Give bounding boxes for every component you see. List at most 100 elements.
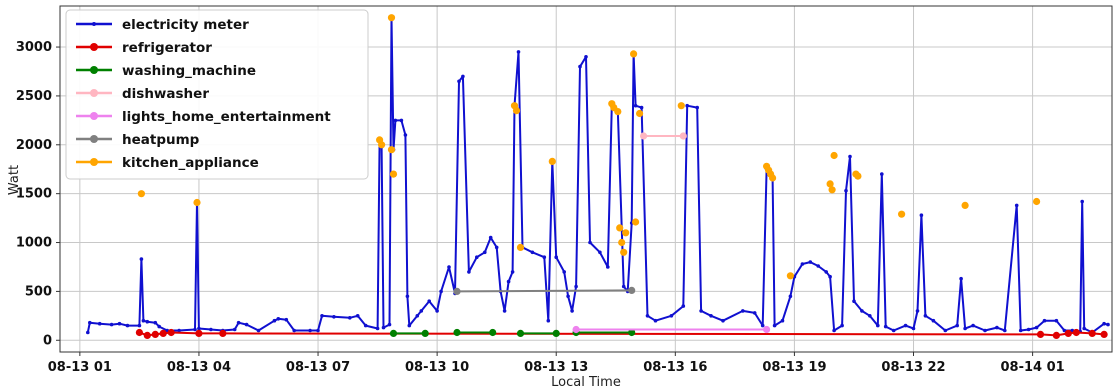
legend-label: electricity meter bbox=[122, 17, 249, 33]
legend-label: dishwasher bbox=[122, 86, 209, 102]
data-point bbox=[832, 328, 836, 333]
series-line bbox=[456, 289, 632, 293]
data-point bbox=[489, 328, 497, 337]
data-point bbox=[620, 248, 628, 256]
data-point bbox=[763, 325, 771, 334]
data-point bbox=[640, 132, 648, 140]
data-point bbox=[387, 322, 392, 327]
data-point bbox=[1033, 197, 1041, 206]
data-point bbox=[1064, 329, 1072, 337]
x-axis-title: Local Time bbox=[551, 375, 621, 390]
data-point bbox=[699, 309, 703, 313]
series-lights-home-entertainment bbox=[572, 325, 771, 334]
legend-swatch-marker bbox=[92, 22, 96, 26]
legend-label: refrigerator bbox=[122, 40, 212, 56]
legend-label: washing_machine bbox=[122, 63, 256, 79]
data-point bbox=[824, 270, 828, 274]
legend-swatch-marker bbox=[90, 66, 98, 74]
data-point bbox=[427, 299, 432, 304]
data-point bbox=[145, 319, 150, 324]
data-point bbox=[320, 314, 324, 318]
series-kitchen-appliance bbox=[137, 14, 1041, 280]
data-point bbox=[695, 105, 699, 110]
data-point bbox=[622, 229, 630, 237]
data-point bbox=[570, 309, 574, 313]
data-point bbox=[639, 105, 644, 110]
data-point bbox=[632, 218, 640, 226]
data-point bbox=[159, 329, 167, 337]
data-point bbox=[405, 294, 410, 299]
data-point bbox=[135, 328, 143, 337]
data-point bbox=[963, 326, 967, 331]
data-point bbox=[995, 325, 999, 330]
data-point bbox=[1080, 199, 1084, 204]
data-point bbox=[510, 270, 515, 274]
data-point bbox=[876, 323, 880, 328]
series-heatpump bbox=[453, 286, 636, 295]
legend-swatch-marker bbox=[90, 158, 98, 166]
data-point bbox=[375, 326, 380, 331]
data-point bbox=[1026, 327, 1031, 332]
data-point bbox=[961, 201, 969, 209]
data-point bbox=[232, 327, 237, 332]
data-point bbox=[389, 170, 398, 178]
data-point bbox=[1018, 328, 1023, 333]
data-point bbox=[844, 188, 848, 193]
data-point bbox=[685, 103, 689, 108]
data-point bbox=[677, 102, 685, 110]
legend-entry: lights_home_entertainment bbox=[76, 109, 331, 125]
data-point bbox=[141, 318, 146, 323]
data-point bbox=[598, 250, 602, 255]
data-point bbox=[139, 257, 144, 261]
data-point bbox=[554, 255, 558, 259]
series-refrigerator bbox=[135, 328, 1108, 339]
x-tick-label: 08-13 07 bbox=[286, 360, 350, 375]
data-point bbox=[852, 299, 856, 304]
data-point bbox=[808, 260, 813, 264]
data-point bbox=[828, 186, 836, 194]
data-point bbox=[578, 64, 582, 69]
data-point bbox=[923, 314, 928, 318]
data-point bbox=[475, 255, 479, 259]
data-point bbox=[983, 328, 987, 333]
y-axis-title: Watt bbox=[7, 165, 22, 195]
data-point bbox=[828, 274, 832, 279]
data-point bbox=[628, 328, 636, 337]
data-point bbox=[193, 198, 201, 207]
data-point bbox=[197, 326, 201, 331]
legend-swatch-marker bbox=[90, 43, 98, 51]
data-point bbox=[389, 329, 398, 337]
data-point bbox=[636, 109, 644, 118]
data-point bbox=[284, 317, 289, 322]
data-point bbox=[891, 328, 896, 333]
data-point bbox=[453, 287, 461, 295]
x-tick-label: 08-13 16 bbox=[643, 360, 707, 375]
data-point bbox=[915, 309, 920, 313]
data-point bbox=[830, 151, 838, 160]
data-point bbox=[898, 210, 906, 218]
data-point bbox=[137, 323, 142, 328]
data-point bbox=[308, 328, 312, 333]
data-point bbox=[244, 322, 249, 327]
data-point bbox=[447, 265, 451, 269]
data-point bbox=[911, 326, 916, 331]
data-point bbox=[955, 323, 959, 328]
data-point bbox=[195, 329, 203, 337]
data-point bbox=[880, 172, 884, 176]
legend-box bbox=[65, 9, 369, 180]
x-tick-label: 08-13 01 bbox=[48, 360, 112, 375]
legend-label: lights_home_entertainment bbox=[122, 109, 331, 125]
data-point bbox=[236, 320, 241, 325]
data-point bbox=[143, 331, 151, 339]
ticks: 0 500 1000 1500 2000 2500 3000 08-13 01 08-13 04… bbox=[16, 40, 1065, 375]
data-point bbox=[854, 172, 862, 180]
data-point bbox=[669, 314, 674, 318]
data-point bbox=[721, 318, 725, 323]
data-point bbox=[681, 304, 686, 308]
data-point bbox=[618, 238, 626, 247]
legend-entry: dishwasher bbox=[76, 86, 209, 102]
data-point bbox=[653, 318, 658, 323]
data-point bbox=[378, 141, 386, 149]
data-point bbox=[868, 314, 872, 318]
